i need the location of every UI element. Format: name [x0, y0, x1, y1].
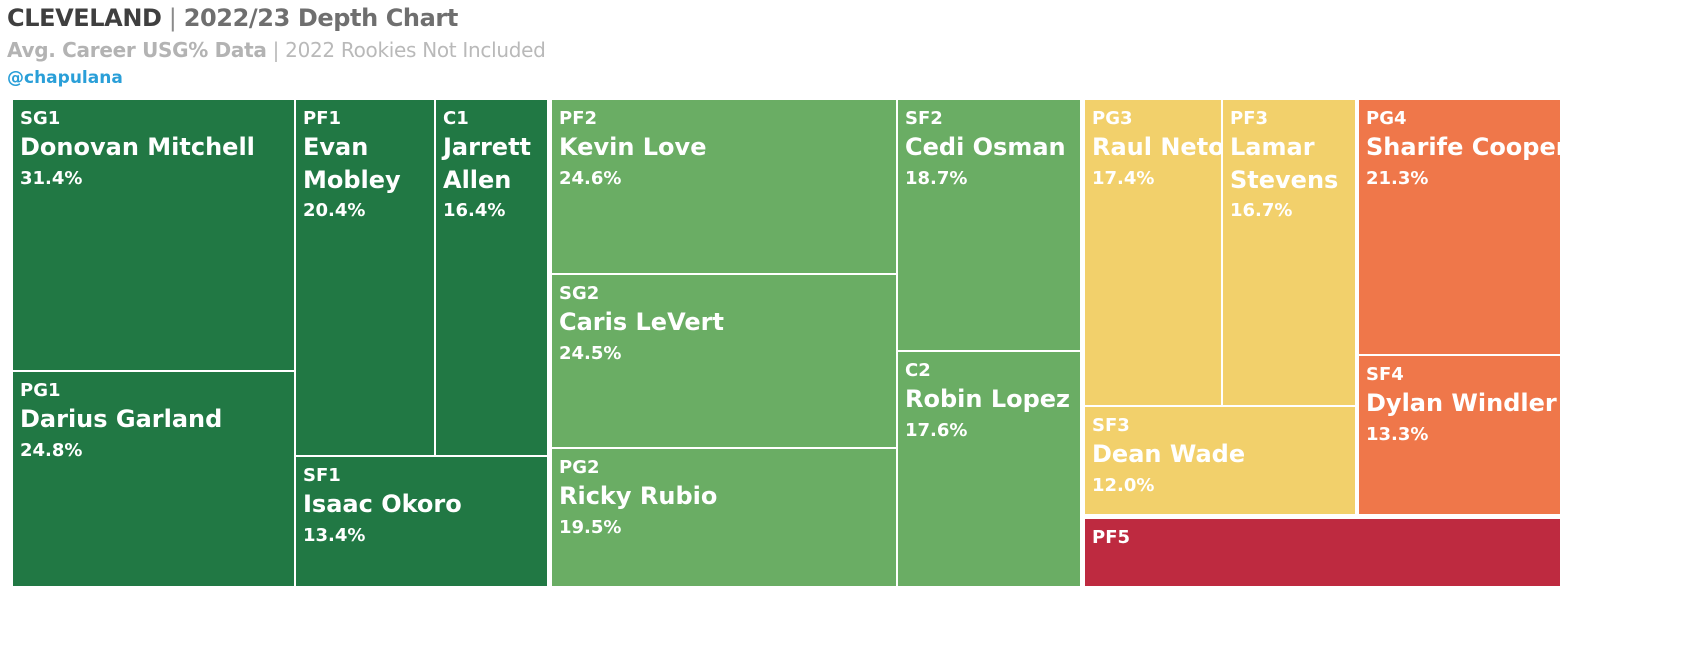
tile-usg-value: 17.4%	[1092, 168, 1155, 189]
tile-usg-value: 20.4%	[303, 200, 366, 221]
tile-player-name: Robin Lopez	[905, 385, 1071, 413]
tile-pg1[interactable]: PG1 Darius Garland 24.8%	[12, 371, 295, 587]
title-separator: |	[161, 4, 184, 32]
tile-position-label: SF1	[303, 465, 341, 486]
subtitle-metric: Avg. Career USG% Data	[7, 38, 267, 62]
tile-position-label: PG1	[20, 380, 61, 401]
tile-player-name: Evan Mobley	[303, 133, 401, 194]
tile-usg-value: 31.4%	[20, 168, 83, 189]
tile-pf2[interactable]: PF2 Kevin Love 24.6%	[551, 99, 897, 274]
tile-position-label: PF1	[303, 108, 342, 129]
tile-position-label: PF5	[1092, 527, 1131, 548]
author-handle[interactable]: @chapulana	[7, 68, 123, 88]
tile-c1[interactable]: C1 Jarrett Allen 16.4%	[435, 99, 548, 456]
tile-player-name: Isaac Okoro	[303, 490, 462, 518]
tile-player-name: Dean Wade	[1092, 440, 1246, 468]
tile-position-label: C1	[443, 108, 469, 129]
tile-usg-value: 17.6%	[905, 420, 968, 441]
tile-c2[interactable]: C2 Robin Lopez 17.6%	[897, 351, 1081, 587]
tile-player-name: Caris LeVert	[559, 308, 724, 336]
tile-usg-value: 24.8%	[20, 440, 83, 461]
tile-player-name: Jarrett Allen	[443, 133, 532, 194]
subtitle-separator: |	[266, 38, 286, 62]
tile-pg4[interactable]: PG4 Sharife Cooper 21.3%	[1358, 99, 1561, 355]
tile-sg1[interactable]: SG1 Donovan Mitchell 31.4%	[12, 99, 295, 371]
tile-position-label: SF2	[905, 108, 943, 129]
tile-usg-value: 21.3%	[1366, 168, 1429, 189]
tile-usg-value: 24.5%	[559, 343, 622, 364]
chart-subtitle: Avg. Career USG% Data | 2022 Rookies Not…	[7, 38, 546, 62]
tile-usg-value: 12.0%	[1092, 475, 1155, 496]
tile-player-name: Kevin Love	[559, 133, 707, 161]
tile-player-name: Sharife Cooper	[1366, 133, 1561, 161]
tile-sf2[interactable]: SF2 Cedi Osman 18.7%	[897, 99, 1081, 351]
tile-position-label: SF4	[1366, 364, 1404, 385]
tile-usg-value: 16.4%	[443, 200, 506, 221]
tile-usg-value: 24.6%	[559, 168, 622, 189]
tile-usg-value: 18.7%	[905, 168, 968, 189]
tile-position-label: PG2	[559, 457, 600, 478]
title-season: 2022/23 Depth Chart	[183, 4, 459, 32]
tile-position-label: PF3	[1230, 108, 1269, 129]
team-name: CLEVELAND	[7, 4, 162, 32]
tile-position-label: SF3	[1092, 415, 1130, 436]
tile-pf1[interactable]: PF1 Evan Mobley 20.4%	[295, 99, 435, 456]
tile-usg-value: 16.7%	[1230, 200, 1293, 221]
tile-position-label: SG1	[20, 108, 61, 129]
chart-title: CLEVELAND | 2022/23 Depth Chart	[7, 4, 458, 32]
tile-usg-value: 13.4%	[303, 525, 366, 546]
tile-player-name: Raul Neto	[1092, 133, 1222, 161]
tile-position-label: PF2	[559, 108, 598, 129]
tile-sf1[interactable]: SF1 Isaac Okoro 13.4%	[295, 456, 548, 587]
tile-usg-value: 13.3%	[1366, 424, 1429, 445]
tile-sf3[interactable]: SF3 Dean Wade 12.0%	[1084, 406, 1356, 515]
tile-pf5[interactable]: PF5	[1084, 518, 1561, 587]
tile-player-name: Darius Garland	[20, 405, 223, 433]
tile-position-label: PG3	[1092, 108, 1133, 129]
tile-player-name: Donovan Mitchell	[20, 133, 255, 161]
tile-pf3[interactable]: PF3 Lamar Stevens 16.7%	[1222, 99, 1356, 406]
tile-player-name: Lamar Stevens	[1230, 133, 1339, 194]
tile-pg2[interactable]: PG2 Ricky Rubio 19.5%	[551, 448, 897, 587]
tile-position-label: SG2	[559, 283, 600, 304]
tile-pg3[interactable]: PG3 Raul Neto 17.4%	[1084, 99, 1222, 406]
tile-usg-value: 19.5%	[559, 517, 622, 538]
tile-sf4[interactable]: SF4 Dylan Windler 13.3%	[1358, 355, 1561, 515]
subtitle-note: 2022 Rookies Not Included	[285, 38, 546, 62]
tile-player-name: Ricky Rubio	[559, 482, 718, 510]
tile-player-name: Dylan Windler	[1366, 389, 1557, 417]
tile-player-name: Cedi Osman	[905, 133, 1066, 161]
tile-sg2[interactable]: SG2 Caris LeVert 24.5%	[551, 274, 897, 448]
tile-position-label: PG4	[1366, 108, 1407, 129]
tile-position-label: C2	[905, 360, 931, 381]
